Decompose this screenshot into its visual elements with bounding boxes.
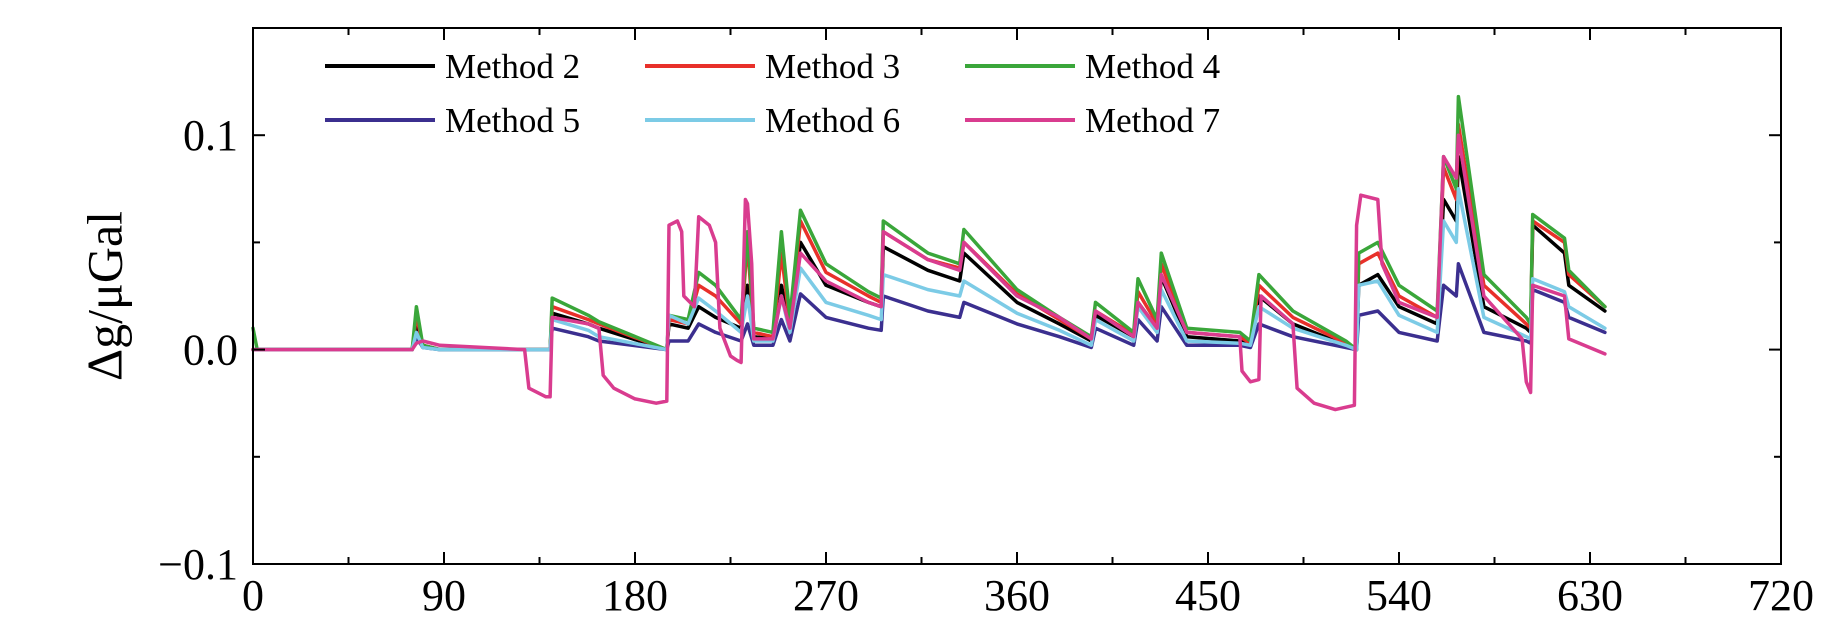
x-tick-label: 540 <box>1366 571 1432 620</box>
legend-item: Method 2 <box>325 47 580 86</box>
x-tick-label: 0 <box>242 571 264 620</box>
legend-item: Method 5 <box>325 101 580 140</box>
legend-label: Method 2 <box>445 47 580 86</box>
series-line-method-7 <box>251 133 1607 412</box>
x-tick-label: 720 <box>1748 571 1814 620</box>
x-tick-label: 450 <box>1175 571 1241 620</box>
y-tick-labels: −0.1 0.0 0.1 <box>158 111 238 589</box>
legend-item: Method 4 <box>965 47 1220 86</box>
legend-label: Method 3 <box>765 47 900 86</box>
legend-label: Method 5 <box>445 101 580 140</box>
legend-label: Method 4 <box>1085 47 1220 86</box>
legend-item: Method 3 <box>645 47 900 86</box>
legend-item: Method 6 <box>645 101 900 140</box>
y-tick-label: 0.1 <box>183 111 238 160</box>
y-axis-label: Δg/μGal <box>76 211 132 381</box>
legend: Method 2 Method 3 Method 4 Method 5 Method 6… <box>325 47 1220 140</box>
x-tick-label: 180 <box>602 571 668 620</box>
legend-item: Method 7 <box>965 101 1220 140</box>
y-tick-label: 0.0 <box>183 326 238 375</box>
series-layer <box>251 94 1607 412</box>
legend-label: Method 6 <box>765 101 900 140</box>
x-tick-label: 630 <box>1557 571 1623 620</box>
y-tick-label: −0.1 <box>158 540 238 589</box>
x-tick-label: 270 <box>793 571 859 620</box>
x-tick-label: 90 <box>422 571 466 620</box>
x-tick-labels: 0 90 180 270 360 450 540 630 720 <box>242 571 1814 620</box>
series-line-method-5 <box>251 262 1607 352</box>
legend-label: Method 7 <box>1085 101 1220 140</box>
ticks-layer <box>252 28 1782 565</box>
x-tick-label: 360 <box>984 571 1050 620</box>
